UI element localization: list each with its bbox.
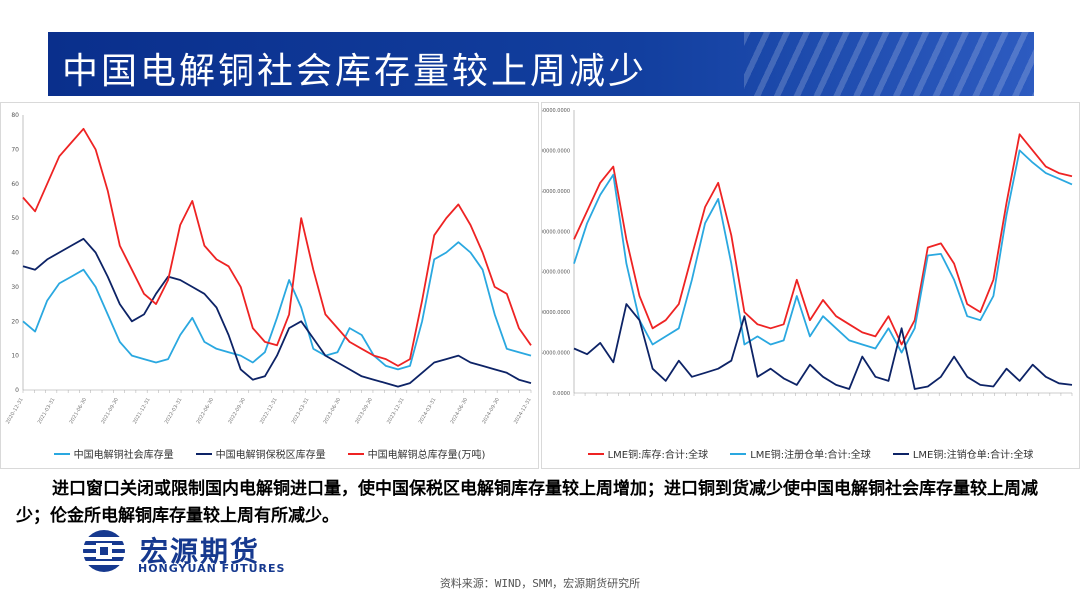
legend-item-bonded: 中国电解铜保税区库存量 [195, 446, 326, 461]
x-tick-label: 2021-12-31 [132, 397, 152, 425]
x-tick-label: 2023-03-31 [291, 397, 311, 425]
legend-label-lme-cancelled: LME铜:注销仓单:合计:全球 [912, 450, 1034, 461]
legend-swatch-total [347, 452, 364, 455]
x-tick-label: 2021-06-30 [69, 397, 89, 425]
x-tick-label: 2022-09-30 [227, 397, 247, 425]
legend-swatch-bonded [195, 452, 212, 455]
legend-label-lme-stock: LME铜:库存:合计:全球 [607, 450, 709, 461]
x-tick-label: 2023-12-31 [386, 397, 406, 425]
x-tick-label: 2022-06-30 [196, 397, 216, 425]
y-tick-label: 70 [11, 146, 19, 153]
chart-panel-lme-inventory: 0.0000 50000.0000 100000.0000 150000.0000 20… [537, 102, 1080, 469]
series-line-0 [573, 133, 1073, 346]
legend-swatch-lme-stock [587, 452, 604, 455]
x-tick-label: 2021-03-31 [37, 397, 57, 425]
china-inventory-chart: 0 10 20 30 40 50 60 70 80 2020-12-31 2021-03-31 202… [5, 112, 533, 425]
legend-swatch-lme-cancelled [892, 452, 909, 455]
legend-label-lme-registered: LME铜:注册仓单:合计:全球 [750, 450, 871, 461]
y-tick-label: 20 [11, 318, 19, 325]
description-text: 进口窗口关闭或限制国内电解铜进口量，使中国保税区电解铜库存量较上周增加；进口铜到… [16, 479, 1038, 526]
title-banner: 中国电解铜社会库存量较上周减少 [48, 32, 1034, 96]
legend-label-social: 中国电解铜社会库存量 [73, 450, 174, 461]
y-tick-label: 60 [11, 181, 19, 188]
chart-panel-china-inventory: 0 10 20 30 40 50 60 70 80 2020-12-31 2021-03-31 202… [0, 102, 539, 469]
y-tick-label: 0.0000 [553, 391, 571, 397]
y-tick-label: 40 [11, 250, 19, 257]
y-tick-label: 0 [15, 387, 19, 394]
logo-emblem-icon [78, 530, 136, 572]
x-tick-label: 2024-09-30 [481, 397, 501, 425]
legend-item-lme-cancelled: LME铜:注销仓单:合计:全球 [892, 446, 1034, 461]
source-note: 资料来源：WIND，SMM，宏源期货研究所 [439, 577, 641, 590]
banner-stripe-decoration [744, 32, 1034, 96]
y-tick-label: 250000.0000 [542, 189, 570, 195]
legend-left: 中国电解铜社会库存量 中国电解铜保税区库存量 中国电解铜总库存量(万吨) [1, 446, 538, 461]
logo-text-en: HONGYUAN FUTURES [138, 562, 286, 575]
legend-label-bonded: 中国电解铜保税区库存量 [215, 450, 326, 461]
y-tick-label: 10 [11, 353, 19, 360]
x-tick-label: 2021-09-30 [100, 397, 120, 425]
legend-item-total: 中国电解铜总库存量(万吨) [347, 446, 486, 461]
y-tick-label: 200000.0000 [542, 229, 570, 235]
logo-text-cn: 宏源期货 [140, 535, 261, 568]
series-line-0 [22, 241, 532, 371]
legend-item-lme-stock: LME铜:库存:合计:全球 [587, 446, 709, 461]
x-tick-label: 2022-03-31 [164, 397, 184, 425]
legend-swatch-social [53, 452, 70, 455]
series-line-1 [573, 149, 1073, 354]
x-tick-label: 2023-09-30 [354, 397, 374, 425]
y-tick-label: 100000.0000 [542, 310, 570, 316]
y-tick-label: 80 [11, 112, 19, 119]
series-line-2 [573, 303, 1073, 390]
y-tick-label: 30 [11, 284, 19, 291]
company-logo: 宏源期货 HONGYUAN FUTURES [78, 528, 308, 576]
y-tick-label: 300000.0000 [542, 148, 570, 154]
y-tick-label: 50000.0000 [542, 351, 570, 357]
y-tick-label: 350000.0000 [542, 108, 570, 114]
page-title: 中国电解铜社会库存量较上周减少 [62, 51, 648, 92]
series-line-1 [22, 237, 532, 388]
legend-label-total: 中国电解铜总库存量(万吨) [367, 450, 486, 461]
y-tick-label: 50 [11, 215, 19, 222]
legend-swatch-lme-registered [730, 452, 747, 455]
x-tick-label: 2024-03-31 [418, 397, 438, 425]
x-tick-label: 2024-12-31 [513, 397, 533, 425]
legend-item-social: 中国电解铜社会库存量 [53, 446, 174, 461]
y-tick-label: 150000.0000 [542, 270, 570, 276]
x-tick-label: 2022-12-31 [259, 397, 279, 425]
x-tick-label: 2020-12-31 [5, 397, 25, 425]
legend-right: LME铜:库存:合计:全球 LME铜:注册仓单:合计:全球 LME铜:注销仓单:… [542, 446, 1079, 461]
x-tick-label: 2024-06-30 [450, 397, 470, 425]
series-line-2 [22, 127, 532, 367]
legend-item-lme-registered: LME铜:注册仓单:合计:全球 [730, 446, 871, 461]
lme-inventory-chart: 0.0000 50000.0000 100000.0000 150000.0000 20… [537, 108, 1073, 397]
x-tick-label: 2023-06-30 [323, 397, 343, 425]
